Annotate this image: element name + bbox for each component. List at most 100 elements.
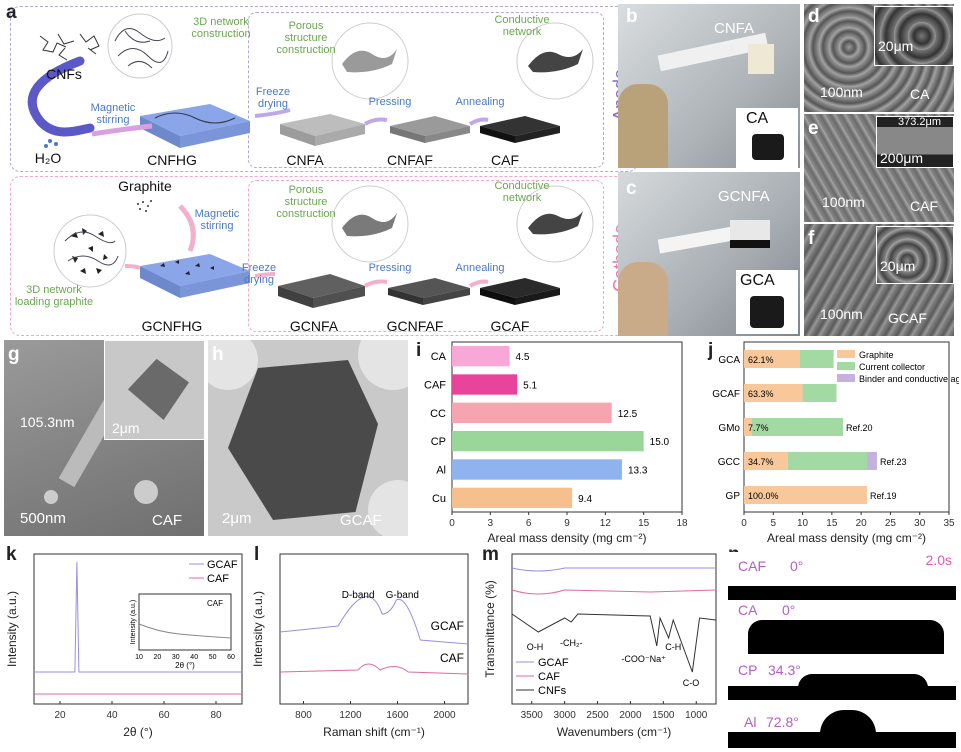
category-label: CC: [430, 408, 446, 420]
category-label: GMo: [718, 423, 740, 434]
panel-label-i: i: [416, 340, 422, 361]
bar-GCA-current: [799, 350, 834, 368]
panel-label-d: d: [808, 6, 820, 27]
reference-label: Ref.23: [880, 457, 907, 467]
x-tick-label: 3500: [521, 710, 544, 721]
category-label: CAF: [424, 380, 446, 392]
x-tick-label: 1200: [339, 710, 362, 721]
al-angle: 72.8°: [766, 714, 799, 730]
cathode-schematic-drawing: [53, 185, 594, 308]
category-label: CA: [431, 351, 447, 363]
bar-CAF: [452, 374, 518, 395]
g-scale-bar: 500nm: [20, 510, 66, 527]
panel-label-f: f: [808, 228, 815, 249]
f-name: GCAF: [888, 310, 927, 326]
ca-row-ca: CA 0°: [728, 602, 956, 654]
cp-angle: 34.3°: [768, 662, 801, 678]
h2o-label: H₂O: [34, 150, 62, 166]
photo-gcnfa: [618, 172, 800, 336]
ch2-annotation: -CH₂-: [560, 638, 583, 648]
d-name: CA: [910, 86, 930, 102]
panel-label-h: h: [212, 344, 224, 365]
category-label: GCAF: [712, 389, 740, 400]
e-inset-scale: 200μm: [880, 150, 924, 166]
ca-angle: 0°: [782, 602, 796, 618]
x-tick-label: 10: [797, 518, 809, 529]
bar-GCC-current: [787, 452, 867, 470]
chart-i: CA 4.5 CAF 5.1 CC 12.5 CP 15.0 Al 13.3 Cu 9.4 0 3 6 9 12…: [424, 341, 688, 545]
caf-raman-line: [279, 663, 469, 675]
x-tick-label: 2000: [619, 710, 642, 721]
caf-ftir-line: [511, 589, 717, 595]
loading-graphite-note: 3D network loading graphite: [14, 284, 94, 308]
legend-label: Current collector: [859, 362, 925, 372]
annealing-note: Annealing: [455, 96, 505, 108]
cnfs-ftir-line: [511, 613, 717, 673]
x-tick-label: 20: [54, 710, 66, 721]
x-axis-label: Areal mass density (mg cm⁻²): [767, 531, 926, 545]
legend-label: GCAF: [207, 559, 238, 571]
inset-tick-label: 30: [172, 654, 180, 661]
plot-frame: [511, 553, 717, 705]
panel-label-b: b: [626, 6, 638, 27]
gcnfa-photo-label: GCNFA: [718, 188, 770, 205]
inset-frame: [138, 593, 232, 651]
cnfa-label: CNFA: [286, 152, 324, 168]
x-tick-label: 2500: [586, 710, 609, 721]
x-tick-label: 25: [885, 518, 897, 529]
panel-label-k: k: [6, 544, 17, 565]
inset-label: CAF: [207, 599, 223, 608]
gcaf-series-label: GCAF: [431, 619, 464, 633]
cp-drop-label: CP: [738, 662, 758, 678]
ch-annotation: C-H: [665, 642, 681, 652]
anode-schematic-drawing: [27, 13, 594, 148]
e-name: CAF: [910, 198, 938, 214]
value-label: 12.5: [618, 409, 638, 420]
caf-label: CAF: [491, 152, 519, 168]
x-tick-label: 20: [856, 518, 868, 529]
x-tick-label: 1600: [386, 710, 409, 721]
gcnfaf-label: GCNFAF: [386, 318, 444, 334]
bar-GMo-current: [751, 418, 843, 436]
legend-label: CNFs: [538, 685, 567, 697]
x-tick-label: 3000: [554, 710, 577, 721]
x-axis-label: 2θ (°): [123, 725, 152, 739]
legend-label: GCAF: [538, 657, 569, 669]
f-inset-scale: 20μm: [880, 258, 916, 274]
cnfaf-label: CNFAF: [387, 152, 433, 168]
x-axis-label: Wavenumbers (cm⁻¹): [557, 725, 672, 739]
f-scale-bar: 100nm: [820, 306, 863, 322]
g-inset-scale: 2μm: [112, 420, 140, 436]
gcnfhg-label: GCNFHG: [141, 318, 203, 334]
photo-cnfa: [618, 4, 800, 168]
network-construction-note: 3D network construction: [191, 16, 251, 40]
legend-label: CAF: [207, 573, 229, 585]
ca-inset: [736, 108, 798, 168]
category-label: Al: [436, 465, 446, 477]
gcaf-raman-line: [279, 596, 469, 645]
e-scale-bar: 100nm: [822, 194, 865, 210]
co-annotation: C-O: [683, 678, 700, 688]
gcnfa-label: GCNFA: [289, 318, 339, 334]
x-tick-label: 35: [943, 518, 955, 529]
bar-CC: [452, 402, 612, 423]
x-tick-label: 30: [914, 518, 926, 529]
reference-label: Ref.20: [846, 423, 873, 433]
x-axis-label: Areal mass density (mg cm⁻²): [487, 531, 646, 545]
chart-l: D-band G-band GCAF CAF 800 1200 1600 2000 Raman …: [251, 553, 469, 739]
legend-swatch: [837, 374, 855, 382]
plot-frame: [33, 553, 243, 705]
cnfs-label: CNFs: [46, 66, 82, 82]
panel-label-e: e: [808, 118, 819, 139]
graphite-fraction-label: 100.0%: [748, 491, 779, 501]
gcaf-xrd-line: [34, 561, 242, 673]
h-scale-bar: 2μm: [222, 510, 252, 527]
chart-j: GCA 62.1% GCAF 63.3% GMo 7.7% Ref.20 GCC 34.7% Re…: [712, 341, 959, 545]
caf-drop-label: CAF: [738, 558, 766, 574]
freeze-drying-note: Freeze drying: [255, 86, 291, 110]
g-name: CAF: [152, 512, 182, 529]
x-tick-label: 40: [106, 710, 118, 721]
inset-tick-label: 40: [190, 654, 198, 661]
legend-label: Binder and conductive agent: [859, 374, 959, 384]
x-axis-label: Raman shift (cm⁻¹): [323, 725, 425, 739]
